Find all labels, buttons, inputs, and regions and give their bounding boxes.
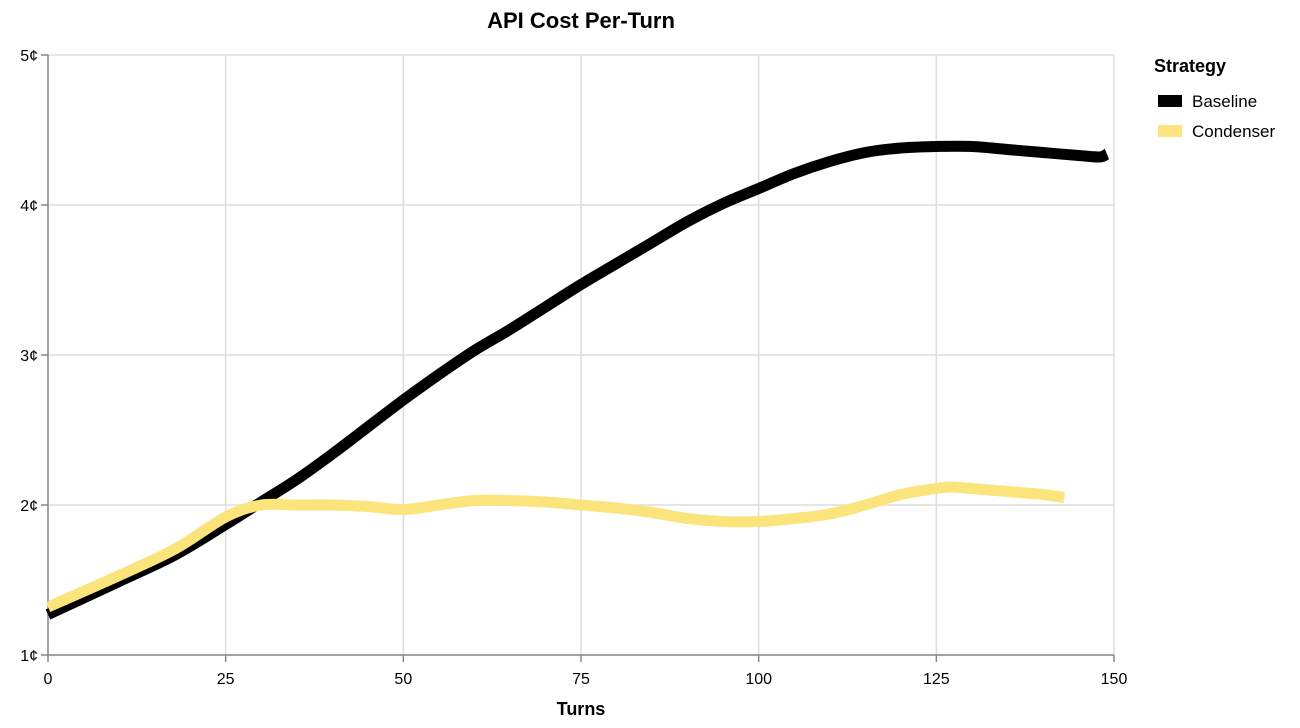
x-axis-title: Turns	[557, 699, 606, 719]
y-tick-label: 3¢	[20, 348, 38, 365]
x-tick-label: 125	[923, 671, 950, 688]
x-tick-label: 25	[217, 671, 235, 688]
legend: Strategy Baseline Condenser	[1154, 56, 1276, 141]
legend-label-baseline: Baseline	[1192, 92, 1257, 111]
axes: 0 25 50 75 100 125 150 1¢ 2¢ 3¢ 4¢ 5¢	[20, 48, 1127, 688]
legend-swatch-condenser	[1158, 125, 1182, 137]
x-tick-label: 50	[394, 671, 412, 688]
x-tick-label: 75	[572, 671, 590, 688]
y-tick-label: 4¢	[20, 198, 38, 215]
x-tick-label: 0	[44, 671, 53, 688]
y-tick-label: 2¢	[20, 498, 38, 515]
legend-label-condenser: Condenser	[1192, 122, 1276, 141]
series	[45, 140, 1110, 620]
legend-swatch-baseline	[1158, 95, 1182, 107]
series-line-baseline	[45, 140, 1110, 620]
chart-title: API Cost Per-Turn	[487, 8, 675, 33]
series-line-condenser	[45, 481, 1066, 613]
x-tick-label: 100	[745, 671, 772, 688]
y-tick-label: 5¢	[20, 48, 38, 65]
legend-title: Strategy	[1154, 56, 1226, 76]
y-tick-label: 1¢	[20, 648, 38, 665]
x-tick-label: 150	[1101, 671, 1128, 688]
